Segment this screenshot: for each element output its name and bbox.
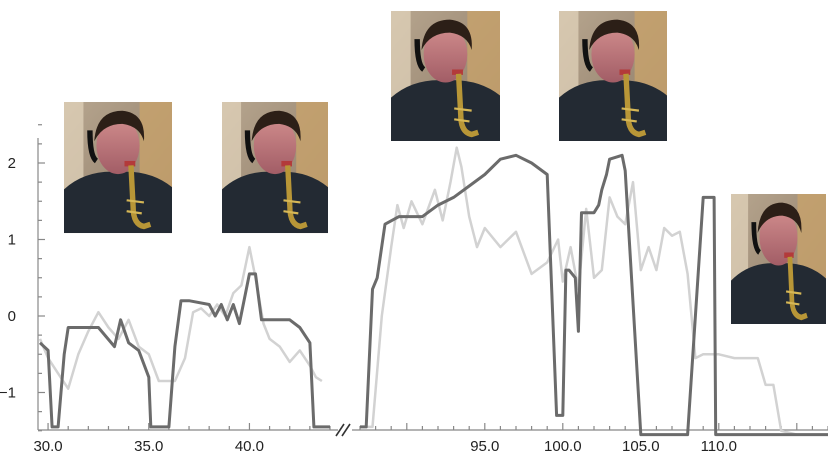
x-tick-label: 110.0 [701, 438, 737, 455]
axes: −1 0 1 2 30.0 35.0 40.0 95.0 100.0 105.0 110.0 [0, 124, 828, 455]
saxophonist-photo-image [559, 11, 667, 141]
x-tick-label: 35.0 [134, 438, 163, 455]
series-light-line-left [38, 245, 323, 390]
axis-break-mark [335, 423, 345, 437]
axis-break-mark [341, 423, 351, 437]
series-light-line-right [360, 146, 828, 436]
y-tick-label: −1 [0, 385, 16, 402]
y-tick-label: 2 [8, 155, 16, 172]
series-dark-line-right [360, 153, 828, 437]
y-tick-label: 0 [8, 308, 16, 325]
y-tick-label: 1 [8, 232, 16, 249]
series-layer [38, 146, 828, 437]
saxophonist-photo [559, 11, 667, 141]
saxophonist-photo [64, 102, 172, 233]
saxophonist-photo-image [222, 102, 328, 233]
photo-layer [64, 11, 826, 324]
saxophonist-photo-image [64, 102, 172, 233]
saxophonist-photo-image [731, 194, 826, 324]
saxophonist-photo [731, 194, 826, 324]
saxophonist-photo [222, 102, 328, 233]
x-tick-label: 105.0 [622, 438, 660, 455]
x-tick-label: 40.0 [235, 438, 264, 455]
saxophonist-photo [391, 11, 500, 141]
x-tick-label: 95.0 [470, 438, 499, 455]
x-tick-label: 100.0 [544, 438, 582, 455]
x-tick-label: 30.0 [33, 438, 62, 455]
series-dark-line-left [38, 272, 330, 429]
saxophonist-photo-image [391, 11, 500, 141]
